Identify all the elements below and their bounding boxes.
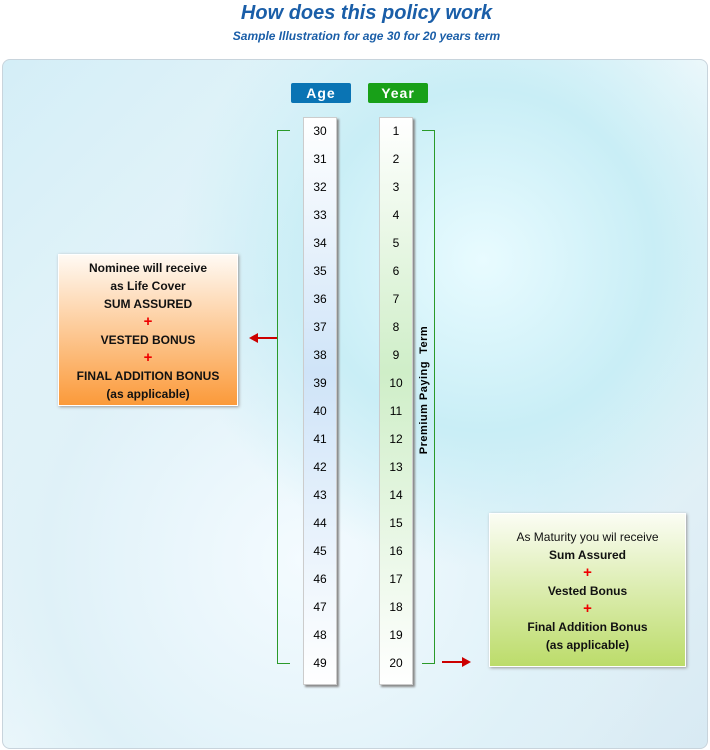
age-cell: 42	[313, 460, 327, 474]
age-cell: 45	[313, 544, 327, 558]
year-cell: 13	[389, 460, 403, 474]
year-cell: 17	[389, 572, 403, 586]
year-cell: 5	[392, 236, 400, 250]
age-cell: 34	[313, 236, 327, 250]
death-line: (as applicable)	[106, 387, 190, 401]
death-line: Nominee will receive	[88, 261, 208, 275]
year-cell: 2	[392, 152, 400, 166]
year-cell: 19	[389, 628, 403, 642]
death-line: as Life Cover	[110, 279, 186, 293]
arrow-right-head-icon	[462, 657, 471, 667]
plus-icon: +	[143, 349, 153, 366]
age-cell: 40	[313, 404, 327, 418]
age-cell: 48	[313, 628, 327, 642]
age-cell: 38	[313, 348, 327, 362]
plus-icon: +	[583, 600, 592, 617]
maturity-line: As Maturity you wil receive	[516, 530, 659, 544]
maturity-line: (as applicable)	[545, 638, 630, 652]
death-line: FINAL ADDITION BONUS	[76, 369, 220, 383]
age-cell: 47	[313, 600, 327, 614]
age-cell: 32	[313, 180, 327, 194]
year-cell: 12	[389, 432, 403, 446]
age-cell: 36	[313, 292, 327, 306]
year-cell: 3	[392, 180, 400, 194]
year-cell: 16	[389, 544, 403, 558]
age-column: 30 31 32 33 34 35 36 37 38 39 40 41 42 43 44 45 46 47 48 49	[303, 117, 337, 685]
death-line: VESTED BONUS	[100, 333, 196, 347]
age-cell: 35	[313, 264, 327, 278]
plus-icon: +	[583, 564, 592, 581]
age-cell: 30	[313, 124, 327, 138]
age-cell: 33	[313, 208, 327, 222]
arrow-left-head-icon	[249, 333, 258, 343]
premium-term-bracket	[422, 130, 435, 664]
year-cell: 4	[392, 208, 400, 222]
year-cell: 14	[389, 488, 403, 502]
year-cell: 9	[392, 348, 400, 362]
plus-icon: +	[143, 313, 153, 330]
death-line: SUM ASSURED	[103, 297, 193, 311]
page-subtitle: Sample Illustration for age 30 for 20 ye…	[232, 29, 501, 43]
age-cell: 49	[313, 656, 327, 670]
premium-paying-term-label: Premium Paying Term	[418, 325, 430, 455]
life-cover-bracket	[277, 130, 290, 664]
arrow-to-maturity-box	[442, 661, 462, 663]
age-cell: 31	[313, 152, 327, 166]
year-cell: 18	[389, 600, 403, 614]
maturity-line: Vested Bonus	[547, 584, 628, 598]
age-header: Age	[291, 83, 351, 103]
maturity-line: Final Addition Bonus	[527, 620, 648, 634]
year-cell: 20	[389, 656, 403, 670]
death-benefit-box: Nominee will receive as Life Cover SUM A…	[58, 254, 238, 406]
arrow-to-death-box	[258, 337, 277, 339]
year-cell: 7	[392, 292, 400, 306]
age-cell: 41	[313, 432, 327, 446]
age-cell: 44	[313, 516, 327, 530]
age-cell: 37	[313, 320, 327, 334]
year-cell: 15	[389, 516, 403, 530]
maturity-benefit-box: As Maturity you wil receive Sum Assured …	[489, 513, 686, 667]
page-title: How does this policy work	[240, 2, 493, 24]
year-cell: 1	[392, 124, 400, 138]
year-column: 1 2 3 4 5 6 7 8 9 10 11 12 13 14 15 16 17 18 19 20	[379, 117, 413, 685]
year-header: Year	[368, 83, 428, 103]
year-cell: 8	[392, 320, 400, 334]
year-cell: 10	[389, 376, 403, 390]
age-cell: 43	[313, 488, 327, 502]
maturity-line: Sum Assured	[549, 548, 626, 562]
year-cell: 6	[392, 264, 400, 278]
age-cell: 39	[313, 376, 327, 390]
age-cell: 46	[313, 572, 327, 586]
year-cell: 11	[389, 404, 403, 418]
